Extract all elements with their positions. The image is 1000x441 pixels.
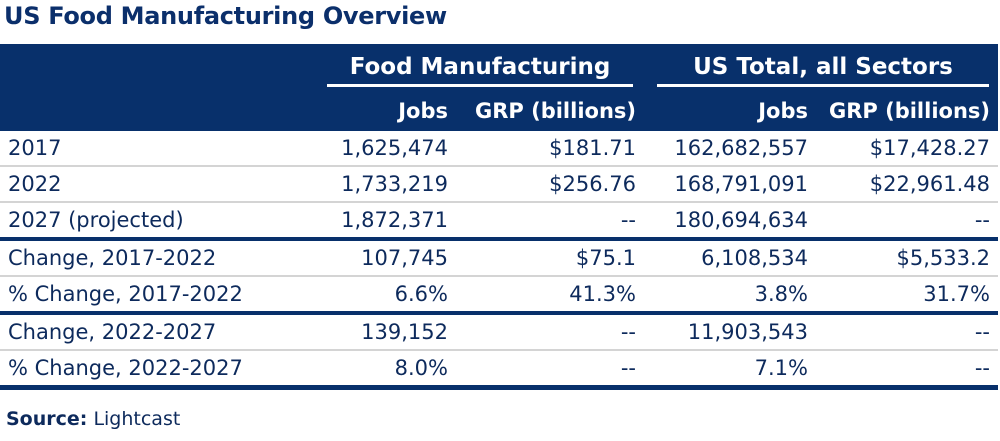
group-header-us-total: US Total, all Sectors [644,44,998,91]
row-label: Change, 2022-2027 [0,313,326,351]
table-cell: -- [456,313,644,351]
table-row: 2027 (projected) 1,872,371 -- 180,694,634 -- [0,202,998,241]
group-header-row: Food Manufacturing US Total, all Sectors [0,44,998,91]
row-label: % Change, 2022-2027 [0,350,326,390]
table-cell: 162,682,557 [644,131,816,167]
subheader-us-grp: GRP (billions) [828,99,990,123]
source-value: Lightcast [93,408,181,430]
subheader-row: Jobs GRP (billions) Jobs GRP (billions) [0,91,998,131]
table-cell: $5,533.2 [816,239,998,277]
overview-table: Food Manufacturing US Total, all Sectors… [0,44,998,390]
header-blank [0,44,326,91]
table-row: % Change, 2017-2022 6.6% 41.3% 3.8% 31.7% [0,276,998,315]
row-label: Change, 2017-2022 [0,239,326,277]
source-note: Source: Lightcast [6,408,180,430]
subheader-fm-jobs: Jobs [398,99,448,123]
table-cell: $75.1 [456,239,644,277]
table-cell: 31.7% [816,276,998,315]
table-cell: -- [456,350,644,390]
table-row: Change, 2017-2022 107,745 $75.1 6,108,534 $5… [0,239,998,277]
table-cell: -- [456,202,644,241]
table-cell: 180,694,634 [644,202,816,241]
row-label: % Change, 2017-2022 [0,276,326,315]
page-title: US Food Manufacturing Overview [4,2,447,30]
table-cell: 7.1% [644,350,816,390]
header-blank [0,91,326,131]
table-cell: 1,872,371 [326,202,456,241]
table-cell: $181.71 [456,131,644,167]
table-cell: -- [816,313,998,351]
table-cell: 11,903,543 [644,313,816,351]
table-cell: 3.8% [644,276,816,315]
table-row: Change, 2022-2027 139,152 -- 11,903,543 -- [0,313,998,351]
row-label: 2027 (projected) [0,202,326,241]
table-cell: 41.3% [456,276,644,315]
table-cell: 107,745 [326,239,456,277]
table-cell: $22,961.48 [816,166,998,203]
table-cell: 8.0% [326,350,456,390]
table-cell: 6.6% [326,276,456,315]
table-cell: $256.76 [456,166,644,203]
group-header-food-manufacturing: Food Manufacturing [326,44,644,91]
table-cell: $17,428.27 [816,131,998,167]
source-label: Source: [6,408,88,430]
table-cell: 6,108,534 [644,239,816,277]
table-cell: 1,733,219 [326,166,456,203]
table-cell: -- [816,350,998,390]
subheader-us-jobs: Jobs [758,99,808,123]
subheader-fm-grp: GRP (billions) [474,99,636,123]
table-cell: -- [816,202,998,241]
table-cell: 1,625,474 [326,131,456,167]
row-label: 2017 [0,131,326,167]
table-row: % Change, 2022-2027 8.0% -- 7.1% -- [0,350,998,390]
row-label: 2022 [0,166,326,203]
table-cell: 139,152 [326,313,456,351]
table-row: 2017 1,625,474 $181.71 162,682,557 $17,428.2… [0,131,998,167]
table-row: 2022 1,733,219 $256.76 168,791,091 $22,961.4… [0,166,998,203]
table-cell: 168,791,091 [644,166,816,203]
